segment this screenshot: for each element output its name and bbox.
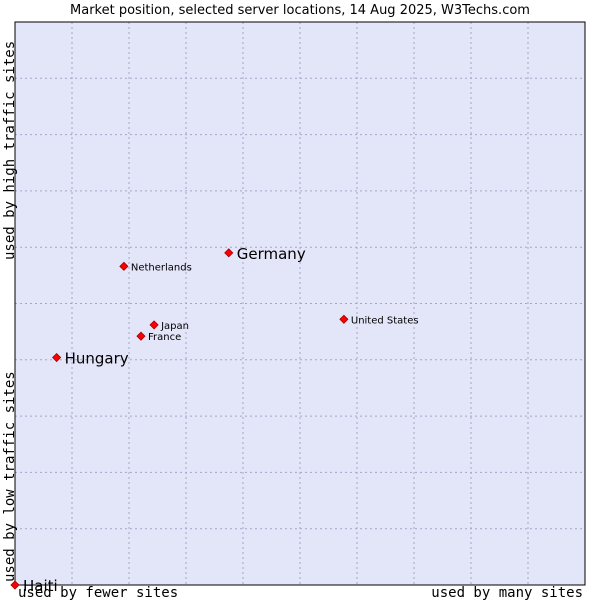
x-axis-label-left: used by fewer sites <box>18 585 178 600</box>
point-marker-netherlands <box>119 261 129 271</box>
point-label-germany: Germany <box>237 245 306 263</box>
point-label-haiti: Haiti <box>23 577 58 595</box>
grid-lines <box>15 22 585 585</box>
point-label-united-states: United States <box>351 315 419 326</box>
point-label-netherlands: Netherlands <box>131 262 192 273</box>
data-points: Germany Netherlands United States JapanFran… <box>10 245 419 595</box>
point-marker-united-states <box>339 314 349 324</box>
point-marker-haiti <box>10 580 20 590</box>
y-axis-label-bottom: used by low traffic sites <box>2 371 18 582</box>
y-axis-label-top: used by high traffic sites <box>2 41 18 260</box>
point-marker-japan <box>149 320 159 330</box>
point-label-japan: Japan <box>160 321 189 332</box>
point-label-france: France <box>148 332 181 343</box>
point-marker-france <box>136 331 146 341</box>
point-marker-hungary <box>52 352 62 363</box>
point-label-hungary: Hungary <box>65 350 129 368</box>
plot-border <box>14 21 586 586</box>
chart-title: Market position, selected server locatio… <box>70 3 530 18</box>
point-marker-germany <box>224 248 234 258</box>
x-axis-label-right: used by many sites <box>431 585 583 600</box>
